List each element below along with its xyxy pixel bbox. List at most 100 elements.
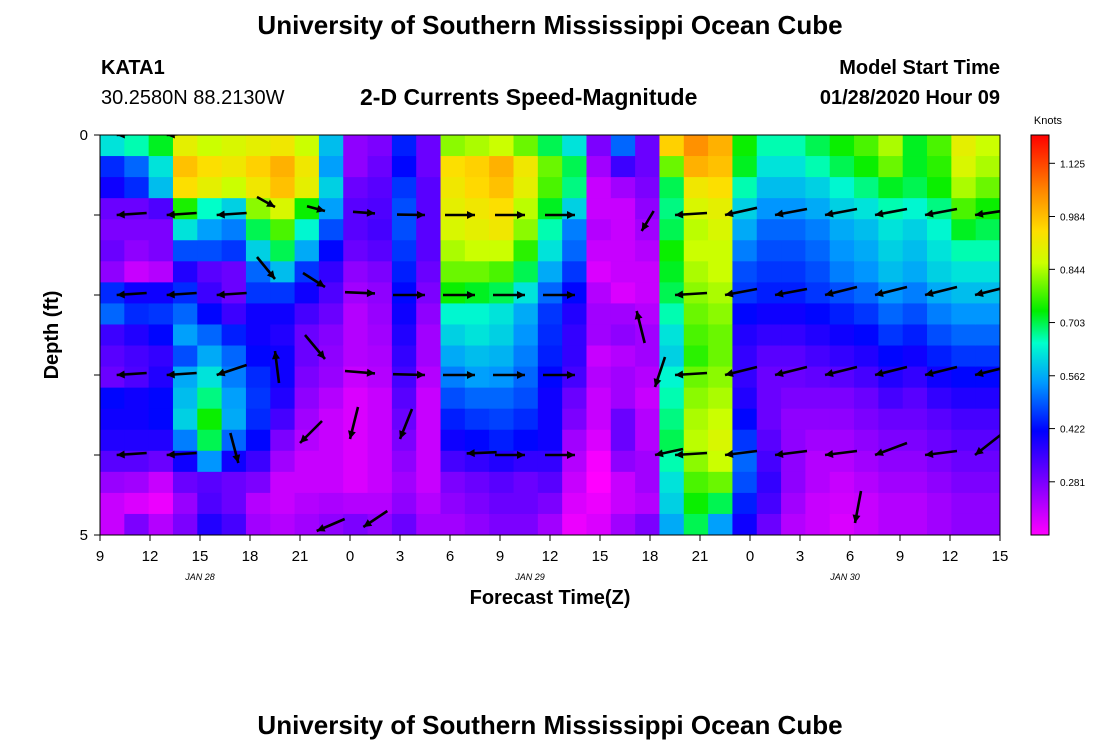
heatmap-cell <box>343 303 369 326</box>
current-vector <box>824 207 858 218</box>
heatmap-cell <box>756 219 782 241</box>
heatmap-cell <box>343 471 369 494</box>
heatmap-cell <box>927 261 952 283</box>
x-tick-label: 18 <box>642 548 659 565</box>
current-vector <box>166 370 197 379</box>
current-vector <box>852 490 863 524</box>
heatmap-cell <box>635 156 661 178</box>
heatmap-cell <box>805 450 831 473</box>
heatmap-cell <box>951 450 977 473</box>
heatmap-cell <box>756 240 782 262</box>
heatmap-cell <box>343 135 369 157</box>
heatmap-cell <box>416 282 442 305</box>
heatmap-cell <box>197 492 223 515</box>
heatmap-cell <box>878 471 904 494</box>
heatmap-cell <box>343 366 369 389</box>
heatmap-cell <box>635 219 661 241</box>
heatmap-cell <box>440 261 466 283</box>
heatmap-cell <box>732 177 758 199</box>
heatmap-cell <box>100 219 125 241</box>
current-vector <box>344 368 376 377</box>
heatmap-cell <box>805 303 831 326</box>
heatmap-cell <box>586 366 612 389</box>
heatmap-cell <box>829 345 855 368</box>
heatmap-cell <box>391 492 417 515</box>
heatmap-cell <box>732 408 758 431</box>
heatmap-cell <box>245 261 271 283</box>
heatmap-cell <box>635 408 661 431</box>
heatmap-cell <box>416 513 442 535</box>
heatmap-cell <box>513 471 539 494</box>
heatmap-cell <box>610 471 636 494</box>
heatmap-cell <box>635 450 661 473</box>
heatmap-cell <box>416 135 442 157</box>
heatmap-cell <box>270 261 296 283</box>
heatmap-cell <box>586 198 612 220</box>
heatmap-cell <box>659 156 685 178</box>
heatmap-cell <box>270 429 296 452</box>
heatmap-cell <box>562 177 588 199</box>
heatmap-cell <box>708 408 734 431</box>
heatmap-cell <box>829 261 855 283</box>
heatmap-cell <box>610 282 636 305</box>
heatmap-cell <box>148 324 174 347</box>
heatmap-cell <box>610 345 636 368</box>
heatmap-cell <box>391 261 417 283</box>
heatmap-cell <box>391 135 417 157</box>
heatmap-cell <box>854 198 879 220</box>
heatmap-cell <box>221 450 247 473</box>
current-vector <box>443 291 475 299</box>
heatmap-cell <box>464 429 490 452</box>
heatmap-cell <box>537 345 563 368</box>
heatmap-cell <box>294 492 320 515</box>
colorbar-tick-label: 0.984 <box>1060 213 1085 224</box>
heatmap-cell <box>635 471 661 494</box>
heatmap-cell <box>854 156 879 178</box>
x-tick-label: 12 <box>942 548 959 565</box>
current-vector <box>974 209 1000 218</box>
heatmap-cell <box>902 282 928 305</box>
heatmap-cell <box>562 303 588 326</box>
heatmap-cell <box>100 387 125 410</box>
heatmap-cell <box>124 366 150 389</box>
current-vector <box>302 271 326 289</box>
heatmap-cell <box>318 492 344 515</box>
heatmap-cell <box>318 261 344 283</box>
current-vector <box>774 449 808 458</box>
date-label: JAN 28 <box>184 572 215 582</box>
heatmap-cell <box>781 219 807 241</box>
heatmap-cell <box>221 492 247 515</box>
heatmap-cell <box>148 198 174 220</box>
heatmap-cell <box>416 324 442 347</box>
heatmap-cell <box>489 240 515 262</box>
heatmap-cell <box>294 324 320 347</box>
heatmap-cell <box>708 324 734 347</box>
heatmap-cell <box>927 387 952 410</box>
heatmap-cell <box>902 408 928 431</box>
heatmap-cell <box>197 429 223 452</box>
heatmap-cell <box>489 303 515 326</box>
heatmap-cell <box>391 303 417 326</box>
current-vector <box>824 365 858 377</box>
heatmap-cell <box>221 198 247 220</box>
heatmap-cell <box>440 492 466 515</box>
heatmap-cell <box>197 219 223 241</box>
heatmap-cell <box>635 303 661 326</box>
heatmap-cell <box>951 303 977 326</box>
heatmap-cell <box>318 429 344 452</box>
heatmap-cell <box>440 387 466 410</box>
heatmap-cell <box>562 408 588 431</box>
heatmap-cell <box>513 408 539 431</box>
x-tick-label: 3 <box>796 548 804 565</box>
heatmap-cell <box>951 408 977 431</box>
heatmap-cell <box>513 303 539 326</box>
heatmap-cell <box>124 240 150 262</box>
heatmap-cell <box>367 177 393 199</box>
heatmap-cell <box>659 513 685 535</box>
heatmap-cell <box>464 450 490 473</box>
heatmap-cell <box>294 387 320 410</box>
heatmap-cell <box>610 156 636 178</box>
heatmap-cell <box>294 261 320 283</box>
heatmap-cell <box>635 492 661 515</box>
